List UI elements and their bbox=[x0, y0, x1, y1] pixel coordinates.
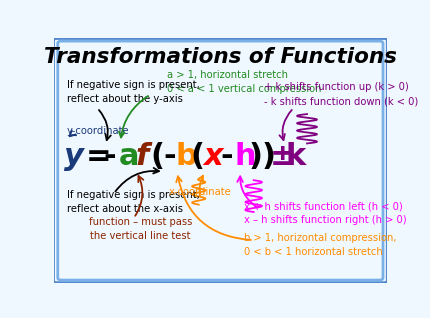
Text: -: - bbox=[103, 142, 116, 171]
Text: a > 1, horizontal stretch
0 < a < 1 vertical compression: a > 1, horizontal stretch 0 < a < 1 vert… bbox=[167, 70, 322, 94]
Text: k: k bbox=[286, 142, 306, 171]
Text: x-coordinate: x-coordinate bbox=[169, 187, 232, 197]
Text: )): )) bbox=[249, 142, 276, 171]
Text: ±: ± bbox=[270, 142, 295, 171]
FancyBboxPatch shape bbox=[52, 37, 389, 285]
Text: + k shifts function up (k > 0)
- k shifts function down (k < 0): + k shifts function up (k > 0) - k shift… bbox=[264, 82, 418, 107]
Text: h: h bbox=[235, 142, 256, 171]
Text: -: - bbox=[163, 142, 176, 171]
Text: f: f bbox=[135, 142, 149, 171]
Text: -: - bbox=[220, 142, 233, 171]
Text: b: b bbox=[175, 142, 197, 171]
Text: b > 1, horizontal compression,
0 < b < 1 horizontal stretch: b > 1, horizontal compression, 0 < b < 1… bbox=[244, 233, 396, 257]
Text: x + h shifts function left (h < 0)
x – h shifts function right (h > 0): x + h shifts function left (h < 0) x – h… bbox=[244, 201, 406, 225]
Text: (: ( bbox=[190, 142, 204, 171]
Text: If negative sign is present,
reflect about the x-axis: If negative sign is present, reflect abo… bbox=[67, 190, 200, 214]
Text: =: = bbox=[86, 142, 111, 171]
FancyBboxPatch shape bbox=[58, 41, 383, 280]
Text: x: x bbox=[203, 142, 223, 171]
Text: (: ( bbox=[150, 142, 164, 171]
Text: y: y bbox=[64, 142, 84, 171]
Text: y-coordinate: y-coordinate bbox=[67, 126, 130, 136]
Text: a: a bbox=[119, 142, 139, 171]
Text: Transformations of Functions: Transformations of Functions bbox=[44, 46, 397, 66]
Text: function – must pass
the vertical line test: function – must pass the vertical line t… bbox=[89, 217, 192, 241]
Text: If negative sign is present,
reflect about the y-axis: If negative sign is present, reflect abo… bbox=[67, 80, 200, 104]
